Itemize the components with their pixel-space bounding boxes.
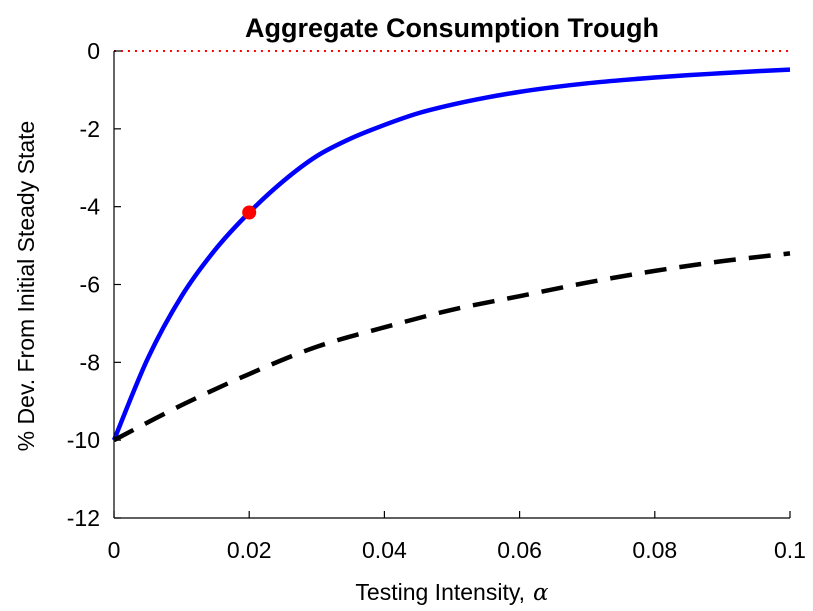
y-tick-label: 0 (87, 38, 100, 64)
y-tick-label: -2 (80, 116, 100, 142)
x-axis-label-symbol: α (533, 580, 549, 606)
x-axis-label: Testing Intensity, α (355, 579, 549, 606)
x-tick-label: 0.08 (632, 537, 677, 563)
y-axis-label: % Dev. From Initial Steady State (13, 121, 39, 452)
y-tick-label: -4 (80, 194, 101, 220)
x-tick-label: 0.04 (362, 537, 407, 563)
y-tick-label: -12 (67, 505, 100, 531)
series-line-dashed (112, 251, 791, 443)
x-tick-label: 0.1 (774, 537, 806, 563)
plot-area (111, 49, 791, 519)
y-tick-labels: 0 -2 -4 -6 -8 -10 -12 (67, 38, 100, 531)
x-tick-label: 0.02 (227, 537, 272, 563)
x-tick-labels: 0 0.02 0.04 0.06 0.08 0.1 (108, 537, 806, 563)
axes-layer (113, 50, 791, 519)
series-line-solid (111, 67, 791, 442)
x-tick-label: 0 (108, 537, 121, 563)
y-tick-label: -6 (80, 272, 100, 298)
marker-layer (242, 205, 257, 220)
x-tick-label: 0.06 (497, 537, 542, 563)
y-tick-label: -8 (80, 349, 100, 375)
y-tick-label: -10 (67, 427, 100, 453)
highlight-point (242, 205, 257, 220)
series-layer (111, 49, 791, 443)
x-axis-label-text: Testing Intensity, (355, 579, 525, 605)
chart-title: Aggregate Consumption Trough (245, 13, 659, 43)
